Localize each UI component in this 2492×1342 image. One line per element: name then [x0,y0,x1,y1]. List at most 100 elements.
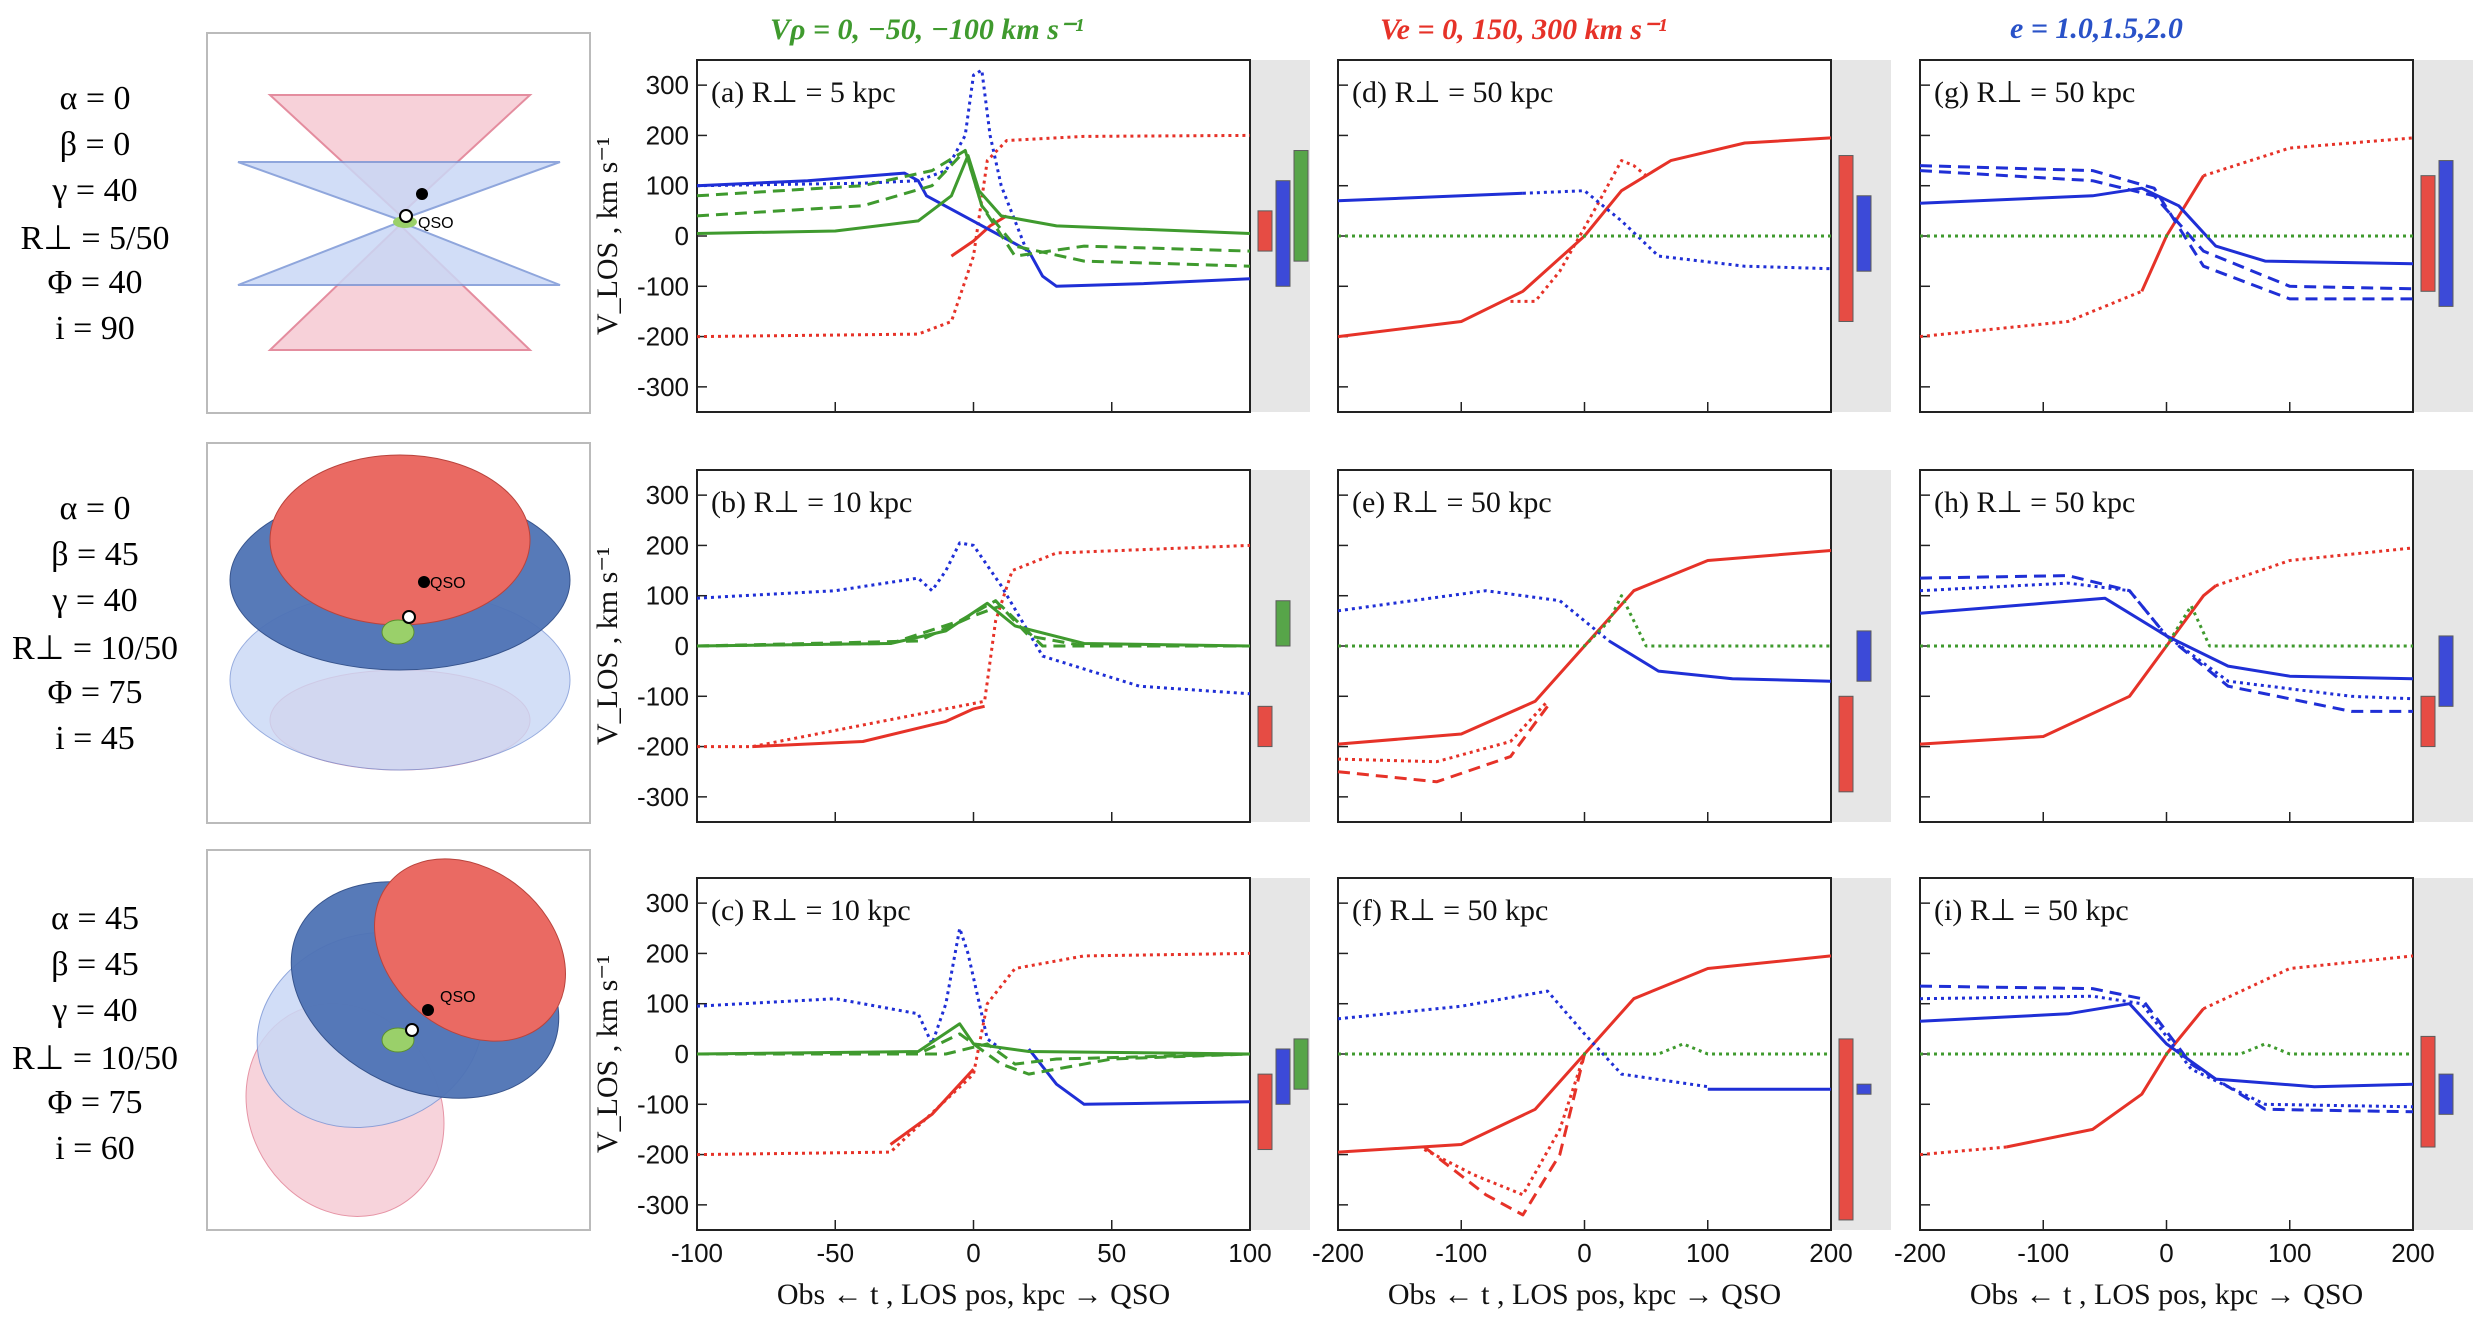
param: i = 45 [55,720,135,757]
x-tick-label: 50 [1097,1238,1126,1268]
y-tick-label: 0 [675,1039,689,1069]
series-line [1919,584,2217,746]
velocity-range-bar [2420,175,2436,292]
series-line [1510,159,1648,303]
param: α = 0 [59,490,131,527]
y-tick-label: 100 [646,581,689,611]
x-tick-label: 0 [966,1238,980,1268]
y-axis-label: V_LOS , km s⁻¹ [591,955,624,1153]
series-line [1919,186,2414,266]
series-line [696,68,1031,257]
velocity-range-bar [2438,160,2454,307]
series-line [1027,1048,1251,1106]
y-tick-label: 100 [646,989,689,1019]
x-tick-label: -200 [1894,1238,1946,1268]
series-line [696,1022,1251,1056]
series-line [1919,1145,2007,1157]
y-axis-label: V_LOS , km s⁻¹ [591,137,624,335]
velocity-range-bar [1275,1048,1291,1105]
series-line [2202,954,2414,1011]
series-line [1423,1053,1586,1217]
velocity-range-bar [1257,1073,1273,1151]
series-line [696,171,1251,288]
y-tick-label: 100 [646,171,689,201]
series-line [696,149,1251,258]
series-line [1337,700,1549,764]
series-line [696,541,1251,696]
panel-label: (h) R⊥ = 50 kpc [1934,486,2135,519]
series-line [752,704,985,749]
x-tick-label: 200 [2391,1238,2434,1268]
param: α = 0 [59,80,131,117]
velocity-range-bar [2420,1035,2436,1148]
y-tick-label: 0 [675,221,689,251]
param: R⊥ = 5/50 [20,220,170,257]
x-tick-label: 100 [2268,1238,2311,1268]
panel-label: (c) R⊥ = 10 kpc [711,894,911,927]
series-line [1920,604,2413,648]
y-tick-label: 200 [646,530,689,560]
panel-label: (g) R⊥ = 50 kpc [1934,76,2135,109]
panel-label: (d) R⊥ = 50 kpc [1352,76,1553,109]
series-line [697,543,1251,749]
y-tick-label: -100 [637,1089,689,1119]
series-line [1337,136,1832,339]
series-line [1919,1002,2414,1089]
velocity-range-bar [2438,1073,2454,1115]
series-line [1423,1053,1586,1197]
x-tick-label: 0 [1577,1238,1591,1268]
series-line [1919,289,2143,339]
velocity-range-bar [2438,635,2454,707]
series-line [2203,136,2414,178]
y-tick-label: 300 [646,70,689,100]
series-line [696,149,1251,268]
param: Φ = 75 [47,1084,143,1121]
series-line [1919,984,2414,1114]
y-tick-label: 0 [675,631,689,661]
param: α = 45 [51,900,139,937]
series-line [1522,189,1832,271]
param: i = 90 [55,310,135,347]
y-tick-label: -200 [637,1140,689,1170]
velocity-range-bar [1275,600,1291,647]
param: γ = 40 [52,992,138,1029]
column-header-green: Vρ = 0, −50, −100 km s⁻¹ [770,13,1084,46]
param: R⊥ = 10/50 [12,1040,178,1077]
x-tick-label: -200 [1312,1238,1364,1268]
series-line [696,601,1251,648]
y-tick-label: -200 [637,732,689,762]
series-line [1919,596,2414,681]
series-line [696,599,1250,648]
x-tick-label: -100 [2017,1238,2069,1268]
y-tick-label: 300 [646,888,689,918]
series-line [1337,191,1523,203]
param: γ = 40 [52,172,138,209]
x-tick-label: 200 [1809,1238,1852,1268]
series-line [1337,589,1611,643]
y-tick-label: 200 [646,938,689,968]
params-row-1: α = 0 β = 0 γ = 40 R⊥ = 5/50 Φ = 40 i = … [0,80,190,356]
column-header-blue: e = 1.0,1.5,2.0 [2010,12,2183,45]
plot-frame [696,59,1251,413]
series-line [1338,594,1831,648]
y-tick-label: -100 [637,271,689,301]
series-line [889,1068,975,1146]
y-tick-label: 200 [646,120,689,150]
series-line [1919,994,2414,1109]
param: i = 60 [55,1130,135,1167]
panel-label: (a) R⊥ = 5 kpc [711,76,896,109]
series-line [696,926,1003,1051]
panel-label: (f) R⊥ = 50 kpc [1352,894,1548,927]
x-tick-label: 0 [2159,1238,2173,1268]
velocity-range-bar [1856,195,1872,272]
params-row-3: α = 45 β = 45 γ = 40 R⊥ = 10/50 Φ = 75 i… [0,900,190,1176]
params-row-2: α = 0 β = 45 γ = 40 R⊥ = 10/50 Φ = 75 i … [0,490,190,766]
y-tick-label: -200 [637,322,689,352]
y-axis-label: V_LOS , km s⁻¹ [591,547,624,745]
series-line [1337,705,1549,784]
x-tick-label: -100 [671,1238,723,1268]
panel-label: (b) R⊥ = 10 kpc [711,486,912,519]
series-line [950,214,1008,258]
